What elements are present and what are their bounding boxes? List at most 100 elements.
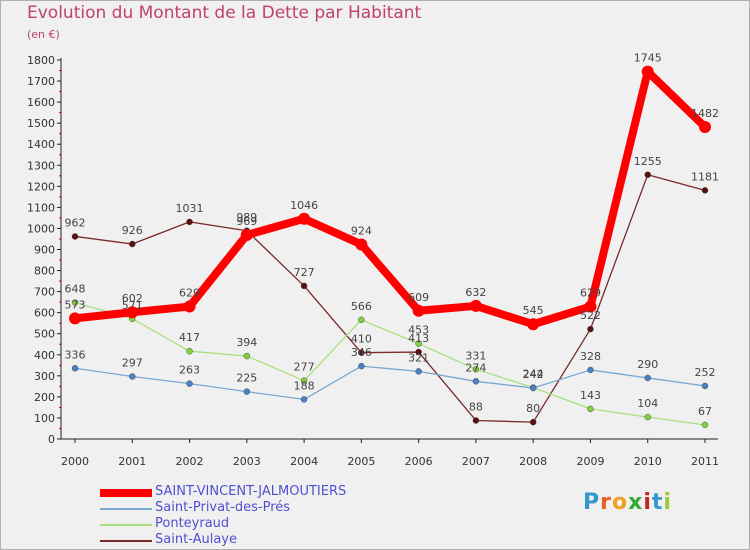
data-label: 566	[351, 300, 372, 313]
y-tick-label: 1200	[27, 180, 55, 193]
data-point	[587, 325, 594, 333]
legend-label: Saint-Aulaye	[155, 532, 237, 547]
series-line-0	[74, 67, 708, 329]
data-label: 522	[580, 309, 601, 322]
data-label: 924	[351, 224, 372, 237]
data-point	[183, 300, 196, 313]
logo-letter: i	[663, 490, 672, 515]
y-tick-label: 1400	[27, 138, 55, 151]
data-point	[469, 299, 482, 312]
legend-label: Ponteyraud	[155, 516, 230, 531]
data-label: 244	[523, 368, 544, 381]
data-point	[529, 384, 537, 392]
y-tick-label: 1000	[27, 222, 55, 235]
data-point	[415, 348, 422, 356]
data-label: 417	[179, 331, 200, 344]
logo-letter: o	[611, 490, 629, 515]
x-tick-label: 2007	[462, 455, 490, 468]
data-point	[701, 382, 709, 390]
x-tick-label: 2009	[576, 455, 604, 468]
y-tick-label: 800	[34, 265, 55, 278]
y-tick-label: 600	[34, 307, 55, 320]
data-point	[355, 238, 368, 251]
data-point	[412, 304, 425, 317]
y-tick-label: 1500	[27, 117, 55, 130]
y-tick-label: 200	[34, 391, 55, 404]
data-point	[126, 306, 139, 319]
y-tick-label: 1100	[27, 201, 55, 214]
data-label: 727	[294, 266, 315, 279]
y-tick-label: 700	[34, 286, 55, 299]
x-tick-label: 2000	[61, 455, 89, 468]
chart-title: Evolution du Montant de la Dette par Hab…	[27, 3, 422, 23]
data-label: 629	[179, 287, 200, 300]
data-point	[186, 380, 193, 387]
data-point	[69, 312, 81, 325]
y-tick-label: 900	[34, 244, 55, 257]
data-label: 969	[236, 215, 257, 228]
data-point	[644, 374, 651, 382]
x-tick-label: 2010	[634, 455, 662, 468]
data-label: 413	[408, 332, 429, 345]
data-point	[584, 300, 597, 313]
y-tick-label: 500	[34, 328, 55, 341]
y-tick-label: 1700	[27, 75, 55, 88]
data-label: 573	[65, 298, 86, 311]
data-label: 1031	[176, 202, 204, 215]
data-point	[129, 240, 136, 248]
data-label: 225	[236, 372, 257, 385]
data-label: 1745	[634, 52, 662, 65]
chart-data-labels: 962 926 1031 989 727 410 413 88 80 522 1255 1181 648…	[65, 52, 720, 418]
data-label: 394	[236, 336, 257, 349]
data-label: 629	[580, 287, 601, 300]
legend-label: Saint-Privat-des-Prés	[155, 500, 291, 515]
data-point	[358, 349, 365, 356]
data-label: 545	[523, 304, 544, 317]
data-point	[587, 366, 594, 374]
y-tick-label: 1300	[27, 159, 55, 172]
legend-swatch	[100, 489, 152, 497]
x-tick-label: 2002	[176, 455, 204, 468]
data-point	[300, 282, 308, 290]
data-point	[358, 316, 365, 324]
data-label: 188	[294, 379, 315, 392]
y-tick-label: 1600	[27, 96, 55, 109]
data-label: 328	[580, 350, 601, 363]
data-label: 410	[351, 333, 372, 346]
x-tick-label: 2006	[405, 455, 433, 468]
x-tick-label: 2003	[233, 455, 261, 468]
data-label: 80	[526, 402, 540, 415]
y-tick-label: 300	[34, 370, 55, 383]
data-point	[243, 352, 251, 360]
legend-swatch	[100, 540, 152, 542]
data-label: 252	[695, 366, 716, 379]
data-label: 989	[236, 211, 257, 224]
logo-letter: x	[628, 490, 644, 515]
legend-swatch	[100, 508, 152, 510]
data-point	[186, 347, 193, 355]
data-label: 571	[122, 299, 143, 312]
data-label: 346	[351, 346, 372, 359]
x-tick-label: 2008	[519, 455, 547, 468]
data-label: 632	[465, 286, 486, 299]
data-label: 297	[122, 356, 143, 369]
data-point	[699, 120, 711, 133]
chart-series-lines	[74, 67, 708, 426]
data-label: 263	[179, 364, 200, 377]
data-label: 321	[408, 351, 429, 364]
data-label: 88	[469, 400, 483, 413]
chart-unit-label: (en €)	[27, 28, 60, 41]
x-tick-label: 2001	[118, 455, 146, 468]
y-tick-label: 0	[48, 433, 55, 446]
data-point	[644, 413, 651, 421]
data-label: 962	[65, 216, 86, 229]
logo-letter: i	[643, 490, 652, 515]
data-label: 242	[523, 368, 544, 381]
data-label: 143	[580, 389, 601, 402]
proxiti-logo: Proxiti	[583, 490, 672, 515]
logo-letter: t	[651, 490, 664, 515]
data-label: 274	[465, 361, 486, 374]
chart-axes: 0 100 200 300 400 500 600 700 800 900 1000 1100 1200…	[27, 54, 719, 468]
legend-label: SAINT-VINCENT-JALMOUTIERS	[155, 484, 347, 499]
